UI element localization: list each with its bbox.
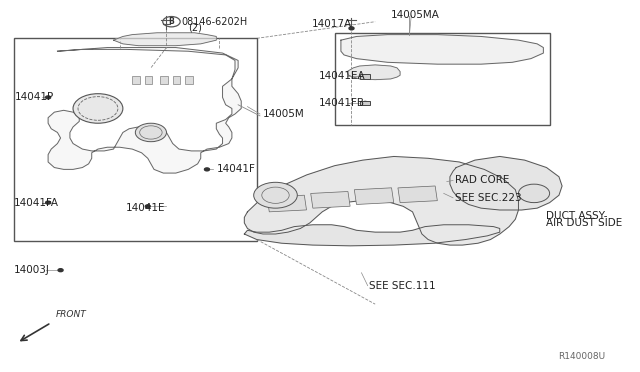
Bar	[145, 76, 152, 84]
Text: (2): (2)	[188, 23, 202, 33]
Text: 14041EA: 14041EA	[319, 71, 365, 81]
Circle shape	[518, 184, 550, 203]
Polygon shape	[113, 33, 216, 46]
Text: 14041FB: 14041FB	[319, 98, 365, 108]
Bar	[360, 74, 369, 78]
Text: 14041F: 14041F	[216, 164, 255, 174]
Polygon shape	[244, 225, 500, 246]
Polygon shape	[450, 157, 562, 210]
Text: 14041E: 14041E	[126, 203, 166, 213]
Text: DUCT ASSY-: DUCT ASSY-	[547, 211, 608, 221]
Circle shape	[135, 123, 166, 142]
Circle shape	[45, 201, 51, 204]
Text: 14005M: 14005M	[263, 109, 305, 119]
Text: 08146-6202H: 08146-6202H	[181, 17, 248, 27]
Bar	[267, 195, 307, 212]
Bar	[185, 76, 193, 84]
Circle shape	[145, 205, 150, 208]
Text: B: B	[168, 17, 174, 26]
Circle shape	[58, 269, 63, 272]
Bar	[360, 101, 369, 105]
Polygon shape	[341, 35, 543, 64]
Polygon shape	[244, 157, 518, 245]
Text: SEE SEC.223: SEE SEC.223	[455, 193, 522, 203]
Text: FRONT: FRONT	[56, 310, 87, 319]
Polygon shape	[347, 65, 400, 80]
Text: 14005MA: 14005MA	[391, 10, 440, 20]
Bar	[310, 192, 350, 208]
Bar	[160, 76, 168, 84]
Bar	[355, 188, 394, 205]
Bar	[132, 76, 140, 84]
Polygon shape	[48, 48, 241, 173]
Circle shape	[349, 27, 354, 30]
Text: 14041FA: 14041FA	[14, 198, 59, 208]
Circle shape	[253, 182, 298, 208]
Text: R140008U: R140008U	[559, 352, 605, 361]
Text: RAD CORE: RAD CORE	[455, 175, 509, 185]
Text: 14017A: 14017A	[312, 19, 352, 29]
Text: 14041P: 14041P	[15, 92, 54, 102]
Circle shape	[363, 102, 368, 105]
Circle shape	[204, 168, 209, 171]
Bar	[14, 38, 257, 241]
Circle shape	[363, 75, 368, 78]
Bar	[335, 33, 550, 125]
Text: 14003J: 14003J	[14, 265, 50, 275]
Circle shape	[45, 96, 51, 99]
Circle shape	[73, 94, 123, 123]
Bar	[398, 186, 437, 203]
Text: SEE SEC.111: SEE SEC.111	[369, 281, 436, 291]
Text: AIR DUST SIDE: AIR DUST SIDE	[547, 218, 623, 228]
Bar	[173, 76, 180, 84]
